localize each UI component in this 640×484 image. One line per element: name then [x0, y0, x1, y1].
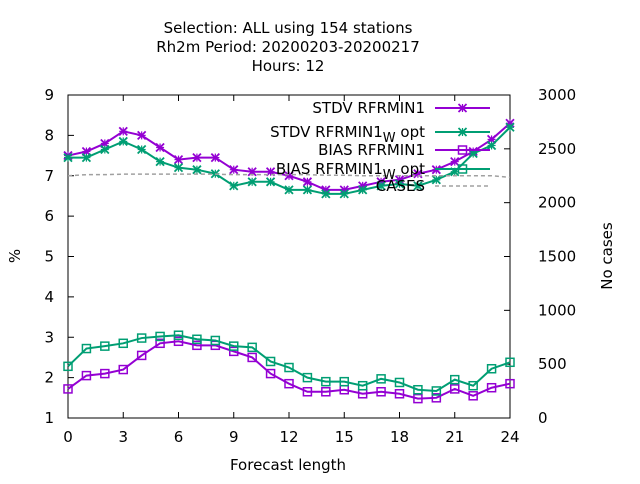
series-3-point: [413, 384, 423, 395]
series-2-point: [192, 340, 202, 351]
series-2-point: [118, 364, 128, 375]
series-line-3: [67, 334, 511, 392]
y-tick-label: 7: [44, 167, 54, 185]
legend-marker-2: [457, 145, 468, 155]
series-2-point: [63, 384, 73, 394]
series-2-point: [394, 389, 405, 399]
series-3-point: [136, 333, 147, 343]
series-2-point: [450, 384, 460, 394]
series-3-point: [173, 330, 184, 340]
series-3-point: [505, 357, 515, 368]
y-tick-label: 8: [44, 126, 54, 144]
series-2-point: [376, 387, 386, 397]
plot-frame: [67, 94, 511, 419]
y2-tick-label: 500: [538, 355, 567, 373]
series-2-point: [284, 378, 294, 389]
y-tick-label: 2: [44, 369, 54, 387]
y2-axis-label: No cases: [598, 222, 616, 290]
series-2-point: [173, 336, 184, 347]
series-3-point: [486, 363, 497, 374]
x-tick-label: 3: [118, 428, 128, 446]
series-2-point: [505, 378, 515, 389]
series-2-point: [321, 387, 331, 397]
series-2-point: [155, 338, 165, 349]
series-2-point: [265, 368, 276, 379]
x-tick-label: 21: [445, 428, 464, 446]
x-tick-label: 18: [390, 428, 409, 446]
legend-label-3: BIAS RFRMIN1W opt: [276, 160, 425, 183]
series-3-point: [210, 335, 221, 346]
y-tick-label: 6: [44, 207, 54, 225]
y2-tick-label: 0: [538, 409, 548, 427]
series-line-4: [67, 173, 511, 179]
y2-tick-label: 1500: [538, 248, 576, 266]
series-3-point: [247, 342, 257, 353]
series-2-point: [431, 393, 442, 403]
series-3-point: [155, 331, 165, 342]
series-3-point: [394, 377, 405, 388]
legend-marker-3: [457, 164, 468, 174]
plot-area: 0 3 6 9 12 15 18 21 2412345678905001000150020002…: [44, 86, 576, 446]
series-3-point: [192, 334, 202, 345]
series-3-point: [468, 380, 478, 391]
series-2-point: [486, 382, 497, 393]
y2-tick-label: 1000: [538, 301, 576, 319]
y2-tick-label: 2000: [538, 194, 576, 212]
series-2-point: [100, 368, 110, 379]
series-3-point: [265, 356, 276, 367]
y2-tick-label: 2500: [538, 140, 576, 158]
y-tick-label: 1: [44, 409, 54, 427]
series-3-point: [431, 386, 442, 396]
series-3-point: [302, 372, 313, 383]
series-3-point: [81, 343, 92, 354]
y2-tick-label: 3000: [538, 86, 576, 104]
x-tick-label: 9: [229, 428, 239, 446]
legend-label-4: CASES: [376, 177, 425, 195]
legend-label-1: STDV RFRMIN1W opt: [270, 123, 425, 146]
series-3-point: [450, 374, 460, 385]
y-tick-label: 5: [44, 248, 54, 266]
x-tick-label: 15: [335, 428, 354, 446]
series-2-point: [302, 387, 313, 397]
x-tick-label: 6: [174, 428, 184, 446]
series-3-point: [376, 374, 386, 384]
legend-label-0: STDV RFRMIN1: [312, 99, 425, 117]
series-2-point: [413, 393, 423, 404]
series-3-point: [63, 361, 73, 372]
series-2-point: [229, 346, 239, 357]
series-2-point: [247, 352, 257, 363]
chart-title-line-1: Selection: ALL using 154 stations: [164, 19, 413, 37]
series-3-point: [100, 341, 110, 351]
x-axis-label: Forecast length: [230, 456, 346, 474]
chart-title-line-3: Hours: 12: [252, 57, 325, 75]
x-tick-label: 24: [500, 428, 519, 446]
chart-title-line-2: Rh2m Period: 20200203-20200217: [156, 38, 420, 56]
series-2-point: [81, 370, 92, 381]
y-tick-label: 3: [44, 328, 54, 346]
series-3-point: [321, 376, 331, 387]
series-3-point: [229, 341, 239, 351]
y-tick-label: 4: [44, 288, 54, 306]
x-tick-label: 12: [279, 428, 298, 446]
y-axis-label: %: [6, 249, 24, 263]
series-line-2: [67, 340, 511, 400]
series-3-point: [284, 362, 294, 373]
series-3-point: [339, 376, 349, 387]
y-tick-label: 9: [44, 86, 54, 104]
series-2-point: [136, 350, 147, 361]
series-3-point: [357, 380, 368, 391]
series-3-point: [118, 338, 128, 349]
legend-label-2: BIAS RFRMIN1: [318, 141, 425, 159]
series-2-point: [468, 391, 478, 401]
x-tick-label: 0: [63, 428, 73, 446]
